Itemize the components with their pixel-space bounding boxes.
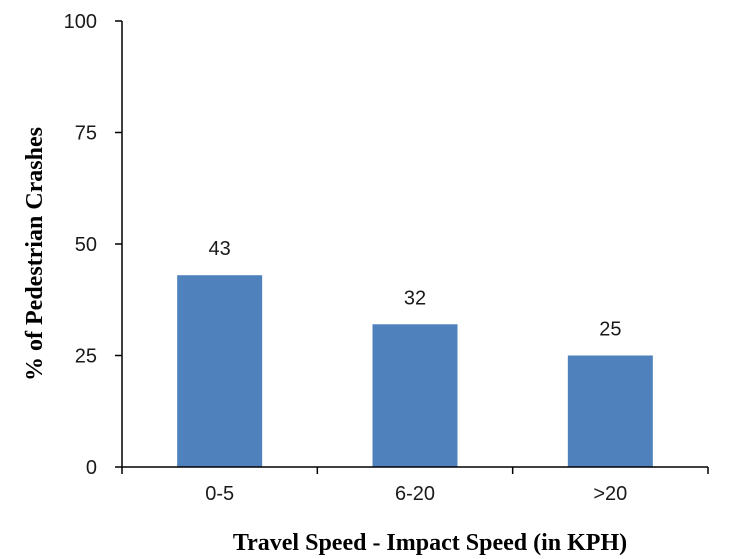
y-tick-label: 25 <box>75 346 97 368</box>
x-tick-label: >20 <box>593 483 627 505</box>
bar-20 <box>567 355 653 467</box>
bar-data-label: 32 <box>404 287 426 309</box>
x-tick-label: 6-20 <box>395 483 435 505</box>
bar-620 <box>372 324 458 467</box>
x-axis-ticks: 0-5 6-20 >20 <box>121 467 709 505</box>
y-tick-label: 0 <box>86 457 97 479</box>
y-axis-ticks: 0 25 50 75 100 <box>64 11 122 479</box>
bar-data-label: 25 <box>599 319 621 341</box>
bar-data-label: 43 <box>209 238 231 260</box>
y-tick-label: 75 <box>75 123 97 145</box>
y-tick-label: 50 <box>75 234 97 256</box>
x-axis-title: Travel Speed - Impact Speed (in KPH) <box>233 530 627 556</box>
y-axis-title: % of Pedestrian Crashes <box>22 127 48 381</box>
bar-05 <box>177 275 263 467</box>
bars: 43 32 25 <box>177 238 653 467</box>
x-tick-label: 0-5 <box>205 483 234 505</box>
y-tick-label: 100 <box>64 11 97 33</box>
